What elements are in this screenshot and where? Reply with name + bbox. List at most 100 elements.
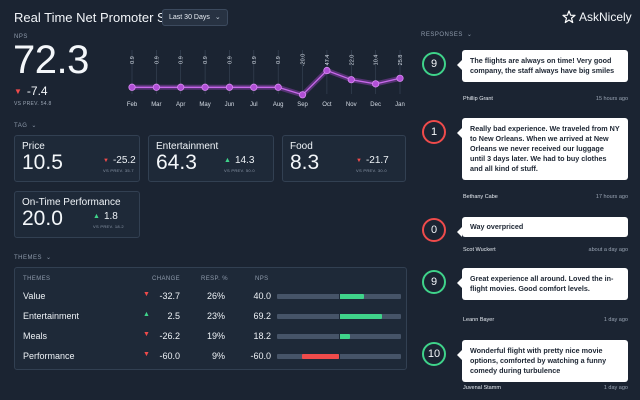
nps-bar-fill (339, 294, 364, 299)
tag-card-delta-value: -21.7 (365, 155, 389, 166)
theme-name: Performance (23, 351, 75, 361)
chart-point (250, 83, 258, 91)
chart-month-label: Jun (225, 102, 235, 108)
triangle-up-icon: ▲ (93, 213, 100, 220)
tag-card-previous: VS PREV. 35.7 (103, 168, 134, 173)
theme-resp: 19% (206, 331, 225, 341)
nps-previous: VS PREV. 54.8 (14, 101, 52, 107)
triangle-down-icon: ▼ (14, 86, 22, 96)
chart-data-label: 0.9 (203, 56, 209, 64)
tag-card-value: 64.3 (156, 151, 197, 174)
column-header-change: CHANGE (152, 276, 181, 282)
theme-nps: 18.2 (253, 331, 271, 341)
triangle-down-icon: ▼ (143, 291, 150, 298)
respondent-name: Scot Wuckert (463, 247, 496, 253)
chart-month-label: Oct (322, 102, 332, 108)
date-range-select[interactable]: Last 30 Days ⌄ (162, 9, 228, 26)
tag-card-previous: VS PREV. 18.2 (93, 224, 124, 229)
tag-card-delta-value: -25.2 (112, 155, 136, 166)
table-row[interactable]: Meals ▼ -26.2 19% 18.2 (15, 326, 406, 346)
nps-bar-zero (339, 313, 340, 320)
response-time: 1 day ago (603, 385, 628, 391)
theme-change: 2.5 (167, 311, 180, 321)
chart-month-label: Jan (395, 102, 405, 108)
respondent-name: Juvenal Stamm (463, 385, 501, 391)
response-text: Wonderful flight with pretty nice movie … (457, 340, 628, 382)
theme-change: -60.0 (159, 351, 180, 361)
chart-month-label: Nov (346, 102, 357, 108)
tag-card-entertainment[interactable]: Entertainment 64.3 ▲ 14.3 VS PREV. 50.0 (148, 135, 274, 182)
chart-data-label: -20.0 (301, 54, 307, 67)
star-logo-icon (562, 10, 576, 24)
response-time: 17 hours ago (595, 194, 628, 200)
chart-point (396, 74, 404, 82)
respondent-name: Leann Bayer (463, 317, 495, 323)
chart-data-label: 0.9 (276, 56, 282, 64)
chevron-down-icon: ⌄ (46, 255, 52, 261)
theme-name: Value (23, 291, 46, 301)
chart-data-label: 47.4 (325, 55, 331, 66)
chart-data-label: 10.4 (374, 55, 380, 66)
tag-card-previous: VS PREV. 30.0 (356, 168, 387, 173)
chart-month-label: Aug (273, 102, 284, 108)
chart-data-label: 0.9 (252, 56, 258, 64)
themes-label-text: THEMES (14, 255, 43, 261)
triangle-down-icon: ▼ (143, 331, 150, 338)
chart-point (274, 83, 282, 91)
nps-bar (277, 333, 401, 340)
response-text: Great experience all around. Loved the i… (457, 268, 628, 300)
tag-card-on-time-performance[interactable]: On-Time Performance 20.0 ▲ 1.8 VS PREV. … (14, 191, 140, 238)
chart-point (128, 83, 136, 91)
nps-bar-zero (339, 333, 340, 340)
theme-change: -32.7 (159, 291, 180, 301)
chart-point (323, 66, 331, 75)
triangle-up-icon: ▲ (143, 311, 150, 318)
tag-section-label[interactable]: TAG ⌄ (14, 122, 37, 129)
theme-nps: 40.0 (253, 291, 271, 301)
chart-month-label: May (199, 102, 210, 108)
theme-resp: 23% (206, 311, 225, 321)
nps-delta: ▼ -7.4 (14, 84, 48, 98)
triangle-down-icon: ▼ (103, 157, 109, 164)
chevron-down-icon: ⌄ (214, 14, 221, 21)
tag-card-delta: ▲ 1.8 (93, 211, 118, 222)
tag-card-value: 20.0 (22, 207, 63, 230)
score-badge: 1 (422, 120, 446, 144)
chart-point (201, 83, 209, 91)
chart-data-label: 22.0 (349, 55, 355, 66)
chart-point (177, 83, 185, 91)
tag-card-delta-value: 14.3 (234, 155, 255, 166)
tag-card-delta: ▲ 14.3 (224, 155, 254, 166)
chart-point (225, 83, 234, 91)
themes-section-label[interactable]: THEMES ⌄ (14, 254, 52, 261)
response-time: 15 hours ago (595, 96, 628, 102)
chart-data-label: 25.8 (398, 55, 404, 66)
tag-card-value: 8.3 (290, 151, 320, 174)
page-title: Real Time Net Promoter Score (14, 10, 192, 25)
triangle-down-icon: ▼ (356, 157, 362, 164)
tag-card-price[interactable]: Price 10.5 ▼ -25.2 VS PREV. 35.7 (14, 135, 140, 182)
score-badge: 9 (422, 52, 446, 76)
table-row[interactable]: Value ▼ -32.7 26% 40.0 (15, 286, 406, 306)
nps-bar-fill (339, 334, 351, 339)
response-time: about a day ago (588, 247, 628, 253)
score-badge: 10 (422, 342, 446, 366)
themes-table: THEMES CHANGE RESP. % NPS Value ▼ -32.7 … (14, 267, 407, 370)
chart-data-label: 0.9 (130, 56, 136, 64)
theme-nps: -60.0 (250, 351, 271, 361)
nps-delta-value: -7.4 (26, 84, 48, 98)
table-row[interactable]: Performance ▼ -60.0 9% -60.0 (15, 346, 406, 366)
tag-card-value: 10.5 (22, 151, 63, 174)
theme-name: Entertainment (23, 311, 80, 321)
table-row[interactable]: Entertainment ▲ 2.5 23% 69.2 (15, 306, 406, 326)
tag-card-food[interactable]: Food 8.3 ▼ -21.7 VS PREV. 30.0 (282, 135, 406, 182)
nps-value: 72.3 (13, 38, 89, 82)
tag-card-title: Food (290, 141, 313, 152)
score-badge: 9 (422, 270, 446, 294)
chart-month-label: Jul (250, 102, 258, 108)
nps-bar-fill (301, 354, 339, 359)
theme-resp: 9% (211, 351, 225, 361)
triangle-up-icon: ▲ (224, 157, 231, 164)
nps-bar (277, 353, 401, 360)
responses-section-label[interactable]: RESPONSES ⌄ (421, 31, 472, 38)
